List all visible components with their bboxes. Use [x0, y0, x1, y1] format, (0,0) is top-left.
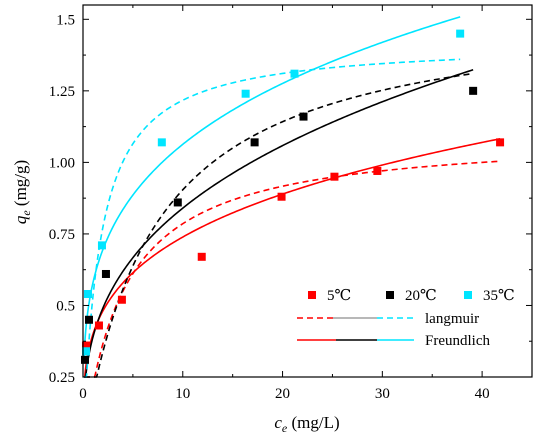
data-point	[94, 321, 103, 330]
data-point	[496, 138, 505, 147]
data-point	[469, 86, 478, 95]
x-tick-label: 30	[375, 386, 390, 402]
data-point	[101, 269, 110, 278]
langmuir-fit-line	[84, 72, 474, 378]
freundlich-fit-line	[83, 138, 501, 378]
data-point	[456, 29, 465, 38]
legend-marker	[308, 291, 316, 299]
data-point	[277, 192, 286, 201]
freundlich-fit-line	[84, 68, 474, 378]
y-axis-label: qe (mg/g)	[11, 160, 33, 224]
data-point	[330, 172, 339, 181]
data-point	[97, 241, 106, 250]
y-tick-label: 0.25	[49, 370, 75, 386]
legend-series-label: 20℃	[405, 288, 437, 304]
data-point	[173, 198, 182, 207]
data-point	[81, 341, 90, 350]
legend-marker	[386, 291, 394, 299]
y-tick-label: 0.75	[49, 227, 75, 243]
plot-frame	[82, 4, 533, 378]
data-point	[197, 252, 206, 261]
langmuir-fit-line	[84, 58, 461, 378]
y-tick-label: 1.00	[49, 155, 75, 171]
axes: 0 10 20 30 40 0.25 0.5 0.75 1.00 1.25 1.5	[49, 4, 533, 402]
x-axis-label: ce (mg/L)	[274, 413, 339, 435]
data-point	[250, 138, 259, 147]
langmuir-fit-line	[84, 160, 501, 378]
axis-labels: ce (mg/L) qe (mg/g)	[11, 160, 340, 435]
legend-series-label: 5℃	[327, 288, 351, 304]
data-point	[80, 355, 89, 364]
legend-langmuir-label: langmuir	[425, 311, 479, 327]
x-tick-label: 20	[275, 386, 290, 402]
y-tick-label: 1.5	[56, 12, 75, 28]
data-markers	[80, 29, 505, 364]
data-point	[373, 166, 382, 175]
freundlich-fit-line	[83, 16, 461, 359]
data-point	[157, 138, 166, 147]
x-tick-label: 40	[475, 386, 490, 402]
data-point	[241, 89, 250, 98]
data-point	[84, 315, 93, 324]
y-tick-label: 1.25	[49, 84, 75, 100]
data-point	[290, 69, 299, 78]
y-tick-label: 0.5	[56, 298, 75, 314]
legend-freundlich-label: Freundlich	[425, 333, 490, 349]
x-tick-label: 0	[79, 386, 87, 402]
data-point	[81, 347, 90, 356]
data-point	[117, 295, 126, 304]
data-point	[299, 112, 308, 121]
x-tick-label: 10	[175, 386, 190, 402]
legend-marker	[464, 291, 472, 299]
legend-series-label: 35℃	[483, 288, 515, 304]
data-point	[83, 290, 92, 299]
